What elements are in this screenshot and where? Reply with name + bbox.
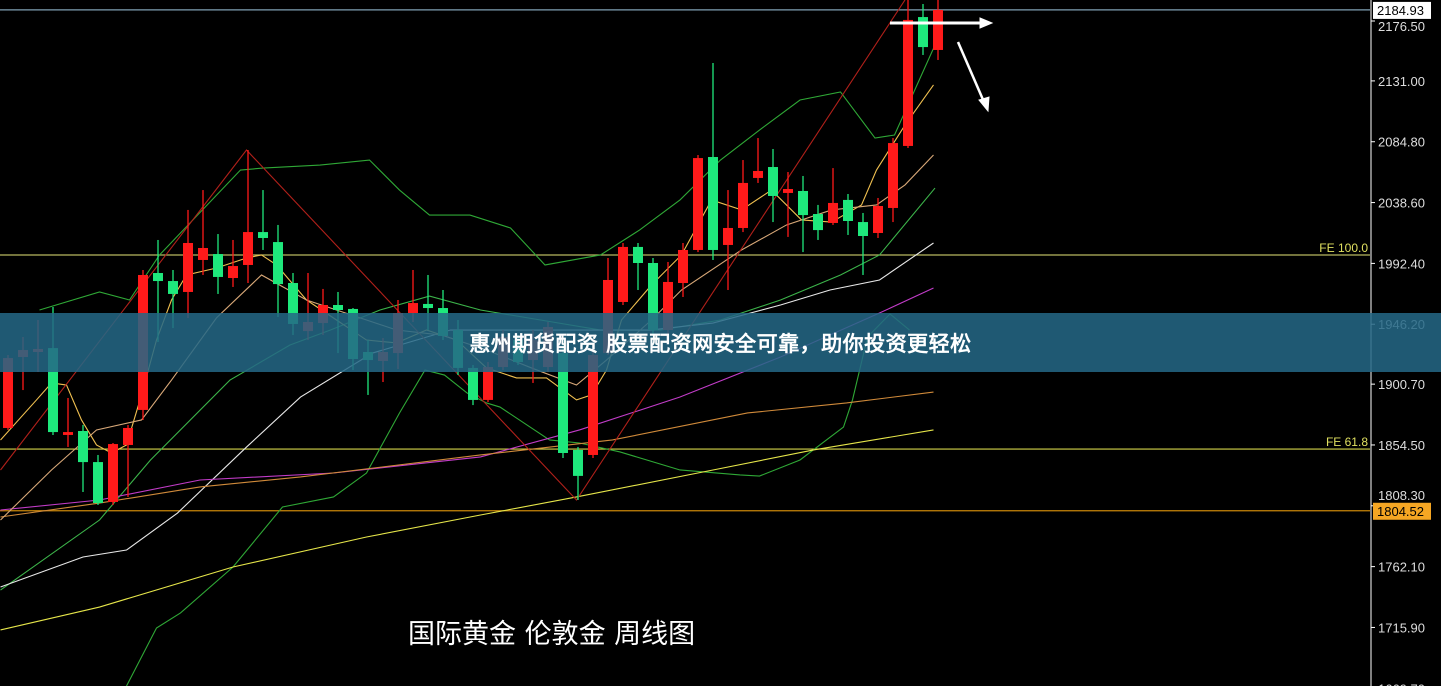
chart-caption: 国际黄金 伦敦金 周线图 bbox=[408, 619, 696, 650]
candle-down bbox=[798, 190, 808, 216]
candle-down bbox=[168, 281, 178, 294]
candle-up bbox=[693, 158, 703, 250]
candle-up bbox=[783, 189, 793, 193]
indicator-line bbox=[0, 391, 934, 518]
candle-up bbox=[483, 367, 493, 400]
tick-label: 2131.00 bbox=[1378, 74, 1425, 89]
candle-down bbox=[768, 167, 778, 196]
price-label: 2184.93 bbox=[1377, 3, 1424, 18]
price-axis: 2176.502131.002084.802038.601992.401946.… bbox=[1371, 19, 1425, 686]
tick-label: 1900.70 bbox=[1378, 377, 1425, 392]
tick-label: 1992.40 bbox=[1378, 256, 1425, 271]
indicator-line bbox=[0, 429, 934, 631]
candle-down bbox=[708, 157, 718, 250]
candle-up bbox=[723, 227, 733, 245]
arrow-down-icon bbox=[956, 41, 986, 103]
indicator-line bbox=[126, 313, 910, 686]
price-label: 1804.52 bbox=[1377, 504, 1424, 519]
candle-up bbox=[828, 202, 838, 223]
candle-down bbox=[648, 263, 658, 331]
tick-label: 2038.60 bbox=[1378, 196, 1425, 211]
tick-label: 1669.70 bbox=[1378, 681, 1425, 686]
candle-down bbox=[258, 232, 268, 238]
candle-up bbox=[933, 9, 943, 50]
level-label: FE 100.0 bbox=[1319, 241, 1368, 255]
candle-down bbox=[843, 199, 853, 221]
price-label-box bbox=[1373, 502, 1431, 520]
candle-down bbox=[558, 353, 568, 453]
candle-down bbox=[468, 367, 478, 400]
candle-up bbox=[903, 19, 913, 146]
candle-up bbox=[738, 182, 748, 228]
candle-down bbox=[273, 242, 283, 285]
candle-up bbox=[198, 247, 208, 260]
candle-up bbox=[873, 205, 883, 233]
candle-down bbox=[288, 283, 298, 324]
candle-down bbox=[918, 17, 928, 48]
candle-up bbox=[678, 249, 688, 284]
candle-up bbox=[228, 266, 238, 279]
candle-up bbox=[663, 281, 673, 331]
candle-down bbox=[213, 254, 223, 277]
banner-text: 惠州期货配资 股票配资网安全可靠，助你投资更轻松 bbox=[469, 331, 972, 356]
candle-up bbox=[108, 444, 118, 502]
arrow-down-head bbox=[978, 96, 990, 113]
candle-up bbox=[63, 432, 73, 435]
indicator-line bbox=[39, 44, 936, 311]
candle-down bbox=[633, 246, 643, 264]
indicator-line bbox=[0, 187, 936, 591]
tick-label: 1808.30 bbox=[1378, 488, 1425, 503]
level-label: FE 61.8 bbox=[1326, 435, 1368, 449]
candle-up bbox=[3, 358, 13, 428]
candle-down bbox=[93, 462, 103, 504]
candle-down bbox=[48, 348, 58, 433]
tick-label: 1715.90 bbox=[1378, 620, 1425, 635]
candle-down bbox=[333, 305, 343, 311]
tick-label: 1854.50 bbox=[1378, 438, 1425, 453]
tick-label: 2084.80 bbox=[1378, 135, 1425, 150]
candle-down bbox=[153, 273, 163, 282]
candle-down bbox=[858, 222, 868, 237]
price-labels: 2184.93 1804.52 bbox=[1373, 1, 1431, 520]
candle-down bbox=[573, 449, 583, 476]
candle-up bbox=[183, 242, 193, 292]
arrow-annotations bbox=[890, 17, 994, 113]
arrow-right-head bbox=[979, 17, 994, 29]
candle-up bbox=[243, 232, 253, 265]
price-label-box bbox=[1373, 1, 1431, 19]
tick-label: 2176.50 bbox=[1378, 19, 1425, 34]
candle-up bbox=[618, 246, 628, 302]
tick-label: 1762.10 bbox=[1378, 560, 1425, 575]
promo-banner: 惠州期货配资 股票配资网安全可靠，助你投资更轻松 bbox=[0, 313, 1441, 372]
candle-up bbox=[753, 170, 763, 178]
candle-up bbox=[888, 143, 898, 208]
candle-up bbox=[588, 355, 598, 455]
candle-down bbox=[423, 303, 433, 309]
candle-down bbox=[813, 214, 823, 231]
candle-up bbox=[408, 303, 418, 314]
candle-up bbox=[123, 427, 133, 445]
candle-down bbox=[78, 431, 88, 463]
